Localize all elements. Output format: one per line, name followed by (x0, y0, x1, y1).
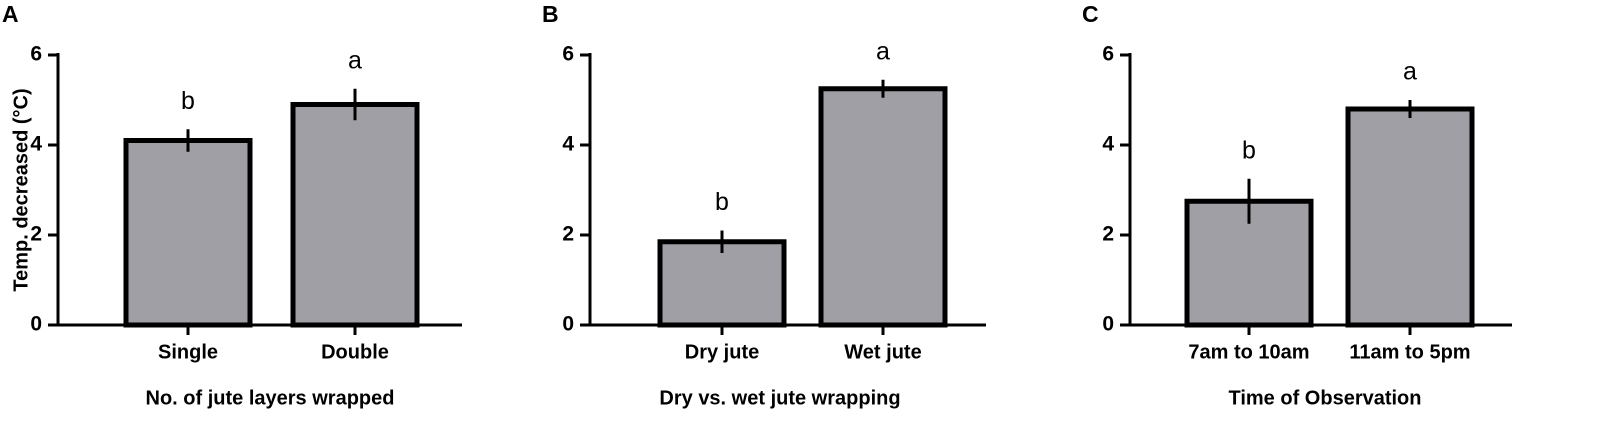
y-axis-label: Temp. decreased (°C) (10, 88, 32, 291)
bar (657, 239, 787, 328)
significance-letter: a (1403, 58, 1417, 86)
significance-letter: b (181, 87, 195, 115)
y-tick-label: 0 (30, 313, 42, 336)
x-tick-label: Double (321, 341, 389, 363)
significance-letter: a (348, 46, 362, 74)
y-tick-label: 2 (30, 223, 42, 246)
y-tick-label: 2 (1102, 223, 1114, 246)
significance-letter: b (715, 188, 729, 216)
x-tick-label: 11am to 5pm (1349, 341, 1470, 363)
y-tick-label: 6 (1102, 43, 1114, 66)
x-tick-label: 7am to 10am (1188, 341, 1309, 363)
y-tick-label: 4 (1102, 133, 1114, 156)
panel-label: B (542, 1, 559, 27)
y-tick-label: 2 (562, 223, 574, 246)
x-tick-label: Single (158, 341, 218, 363)
panel-label: A (2, 1, 19, 27)
y-tick-label: 4 (30, 133, 42, 156)
significance-letter: a (876, 37, 890, 65)
y-tick-label: 6 (562, 43, 574, 66)
bar (1345, 106, 1475, 328)
y-tick-label: 0 (562, 313, 574, 336)
x-tick-label: Dry jute (685, 341, 759, 363)
x-tick-label: Wet jute (844, 341, 921, 363)
x-axis-label: No. of jute layers wrapped (146, 387, 395, 409)
bar (818, 86, 948, 328)
x-axis-label: Time of Observation (1228, 387, 1421, 409)
bar (290, 102, 420, 328)
y-tick-label: 6 (30, 43, 42, 66)
panel-label: C (1082, 1, 1099, 27)
bar (123, 138, 253, 328)
y-tick-label: 4 (562, 133, 574, 156)
significance-letter: b (1242, 136, 1256, 164)
y-tick-label: 0 (1102, 313, 1114, 336)
x-axis-label: Dry vs. wet jute wrapping (659, 387, 900, 409)
